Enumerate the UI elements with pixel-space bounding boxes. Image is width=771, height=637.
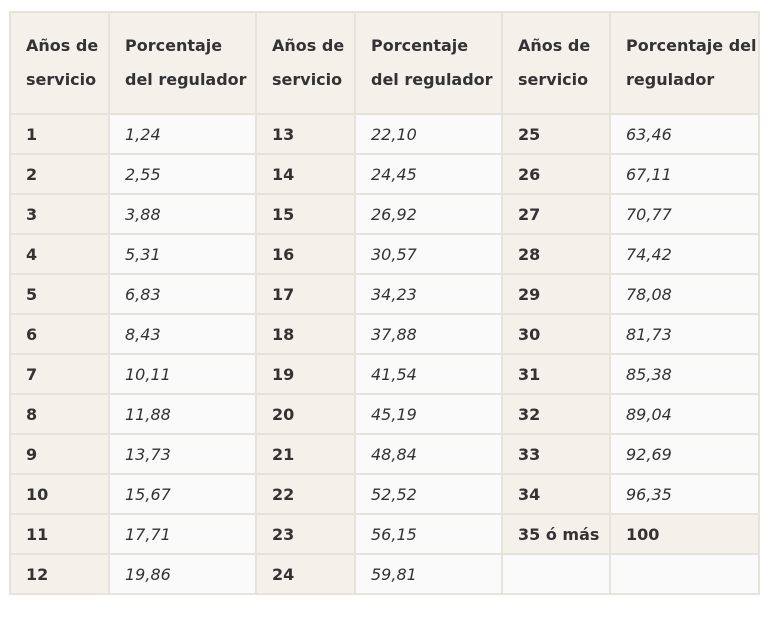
table-row: 3 3,88 15 26,92 27 70,77 bbox=[9, 193, 760, 235]
percent-cell: 48,84 bbox=[354, 433, 503, 475]
years-cell: 19 bbox=[255, 353, 356, 395]
percent-cell: 8,43 bbox=[108, 313, 257, 355]
years-cell: 5 bbox=[9, 273, 110, 315]
percent-cell: 24,45 bbox=[354, 153, 503, 195]
table-row: 11 17,71 23 56,15 35 ó más 100 bbox=[9, 513, 760, 555]
percent-cell: 78,08 bbox=[609, 273, 760, 315]
percent-cell bbox=[609, 553, 760, 595]
table-row: 6 8,43 18 37,88 30 81,73 bbox=[9, 313, 760, 355]
table-row: 9 13,73 21 48,84 33 92,69 bbox=[9, 433, 760, 475]
percent-cell: 52,52 bbox=[354, 473, 503, 515]
years-cell: 16 bbox=[255, 233, 356, 275]
header-years-col-2: Años de servicio bbox=[255, 11, 356, 115]
years-cell: 33 bbox=[501, 433, 611, 475]
percent-cell: 96,35 bbox=[609, 473, 760, 515]
years-cell: 13 bbox=[255, 113, 356, 155]
years-cell: 34 bbox=[501, 473, 611, 515]
years-cell: 1 bbox=[9, 113, 110, 155]
years-cell: 29 bbox=[501, 273, 611, 315]
header-percent-col-3: Porcentaje del regulador bbox=[609, 11, 760, 115]
percent-cell: 11,88 bbox=[108, 393, 257, 435]
years-cell: 12 bbox=[9, 553, 110, 595]
header-years-col-3: Años de servicio bbox=[501, 11, 611, 115]
years-cell: 22 bbox=[255, 473, 356, 515]
percent-cell: 74,42 bbox=[609, 233, 760, 275]
percent-cell: 30,57 bbox=[354, 233, 503, 275]
table-row: 10 15,67 22 52,52 34 96,35 bbox=[9, 473, 760, 515]
percent-cell: 70,77 bbox=[609, 193, 760, 235]
years-cell: 31 bbox=[501, 353, 611, 395]
percent-cell: 2,55 bbox=[108, 153, 257, 195]
years-cell: 32 bbox=[501, 393, 611, 435]
years-cell: 10 bbox=[9, 473, 110, 515]
percent-cell: 92,69 bbox=[609, 433, 760, 475]
percent-cell: 6,83 bbox=[108, 273, 257, 315]
service-percentage-table: Años de servicio Porcentaje del regulado… bbox=[9, 11, 760, 595]
years-cell: 6 bbox=[9, 313, 110, 355]
percent-cell: 13,73 bbox=[108, 433, 257, 475]
years-cell: 3 bbox=[9, 193, 110, 235]
table-row: 2 2,55 14 24,45 26 67,11 bbox=[9, 153, 760, 195]
percent-cell: 26,92 bbox=[354, 193, 503, 235]
years-cell: 30 bbox=[501, 313, 611, 355]
years-cell: 2 bbox=[9, 153, 110, 195]
years-cell: 25 bbox=[501, 113, 611, 155]
table-row: 7 10,11 19 41,54 31 85,38 bbox=[9, 353, 760, 395]
percent-cell: 45,19 bbox=[354, 393, 503, 435]
header-years-col-1: Años de servicio bbox=[9, 11, 110, 115]
header-percent-col-1: Porcentaje del regulador bbox=[108, 11, 257, 115]
percent-cell: 3,88 bbox=[108, 193, 257, 235]
years-cell: 23 bbox=[255, 513, 356, 555]
percent-cell: 67,11 bbox=[609, 153, 760, 195]
percent-cell: 41,54 bbox=[354, 353, 503, 395]
percent-cell: 56,15 bbox=[354, 513, 503, 555]
years-cell: 11 bbox=[9, 513, 110, 555]
table-row: 12 19,86 24 59,81 bbox=[9, 553, 760, 595]
table-header: Años de servicio Porcentaje del regulado… bbox=[9, 11, 760, 115]
years-cell: 14 bbox=[255, 153, 356, 195]
percent-cell: 10,11 bbox=[108, 353, 257, 395]
years-cell: 20 bbox=[255, 393, 356, 435]
years-cell: 15 bbox=[255, 193, 356, 235]
years-cell: 26 bbox=[501, 153, 611, 195]
years-cell: 35 ó más bbox=[501, 513, 611, 555]
years-cell: 24 bbox=[255, 553, 356, 595]
percent-cell: 59,81 bbox=[354, 553, 503, 595]
header-row: Años de servicio Porcentaje del regulado… bbox=[9, 11, 760, 115]
years-cell: 7 bbox=[9, 353, 110, 395]
table-body: 1 1,24 13 22,10 25 63,46 2 2,55 14 24,45 26 67,11 3 3… bbox=[9, 113, 760, 595]
years-cell: 18 bbox=[255, 313, 356, 355]
percent-cell: 19,86 bbox=[108, 553, 257, 595]
header-percent-col-2: Porcentaje del regulador bbox=[354, 11, 503, 115]
percent-cell: 85,38 bbox=[609, 353, 760, 395]
percent-cell: 15,67 bbox=[108, 473, 257, 515]
years-cell: 8 bbox=[9, 393, 110, 435]
table-row: 8 11,88 20 45,19 32 89,04 bbox=[9, 393, 760, 435]
percent-cell: 89,04 bbox=[609, 393, 760, 435]
table-row: 5 6,83 17 34,23 29 78,08 bbox=[9, 273, 760, 315]
percent-cell: 17,71 bbox=[108, 513, 257, 555]
table-row: 1 1,24 13 22,10 25 63,46 bbox=[9, 113, 760, 155]
percent-cell: 34,23 bbox=[354, 273, 503, 315]
table-row: 4 5,31 16 30,57 28 74,42 bbox=[9, 233, 760, 275]
percent-cell: 63,46 bbox=[609, 113, 760, 155]
percent-cell: 1,24 bbox=[108, 113, 257, 155]
years-cell: 28 bbox=[501, 233, 611, 275]
percent-cell: 81,73 bbox=[609, 313, 760, 355]
percent-cell: 37,88 bbox=[354, 313, 503, 355]
percent-cell: 100 bbox=[609, 513, 760, 555]
years-cell: 17 bbox=[255, 273, 356, 315]
years-cell: 9 bbox=[9, 433, 110, 475]
years-cell: 21 bbox=[255, 433, 356, 475]
years-cell: 27 bbox=[501, 193, 611, 235]
percent-cell: 22,10 bbox=[354, 113, 503, 155]
years-cell bbox=[501, 553, 611, 595]
years-cell: 4 bbox=[9, 233, 110, 275]
percent-cell: 5,31 bbox=[108, 233, 257, 275]
